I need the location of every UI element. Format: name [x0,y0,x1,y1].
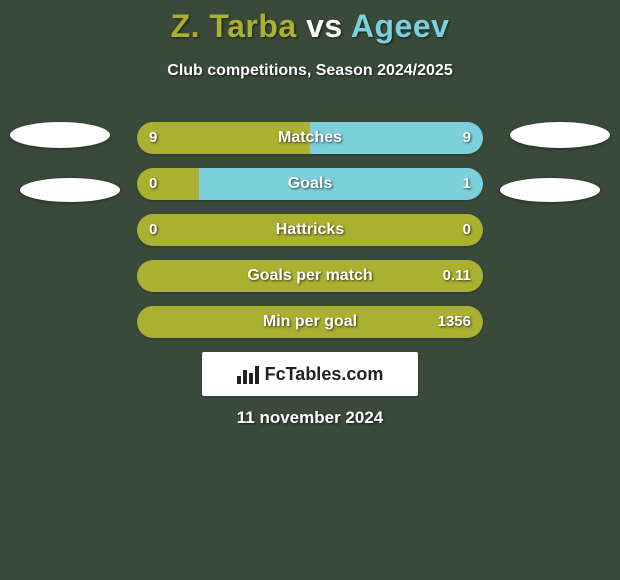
subtitle: Club competitions, Season 2024/2025 [0,62,620,80]
stat-bars: 9 Matches 9 0 Goals 1 0 Hattricks 0 Goal… [137,122,483,352]
stat-bar-right [199,168,483,200]
stat-bar-left [137,306,483,338]
player-left-logo-placeholder [10,122,110,148]
stat-row-goals: 0 Goals 1 [137,168,483,200]
vs-word: vs [306,8,343,44]
page-title: Z. Tarba vs Ageev [0,8,620,45]
stat-bar-left [137,260,483,292]
stat-row-gpm: Goals per match 0.11 [137,260,483,292]
brand-badge: FcTables.com [202,352,418,396]
bar-chart-icon [237,364,259,384]
stat-bar-left [137,122,310,154]
brand-text: FcTables.com [265,364,384,385]
stat-bar-left [137,168,199,200]
date-text: 11 november 2024 [0,408,620,428]
stat-row-hattricks: 0 Hattricks 0 [137,214,483,246]
player-left-logo-placeholder-2 [20,178,120,202]
stat-bar-left [137,214,483,246]
player-right-logo-placeholder-2 [500,178,600,202]
player-right-logo-placeholder [510,122,610,148]
player-left-name: Z. Tarba [171,8,306,44]
stat-bar-right [310,122,483,154]
stat-row-matches: 9 Matches 9 [137,122,483,154]
comparison-card: Z. Tarba vs Ageev Club competitions, Sea… [0,0,620,580]
stat-row-mpg: Min per goal 1356 [137,306,483,338]
player-right-name: Ageev [343,8,450,44]
